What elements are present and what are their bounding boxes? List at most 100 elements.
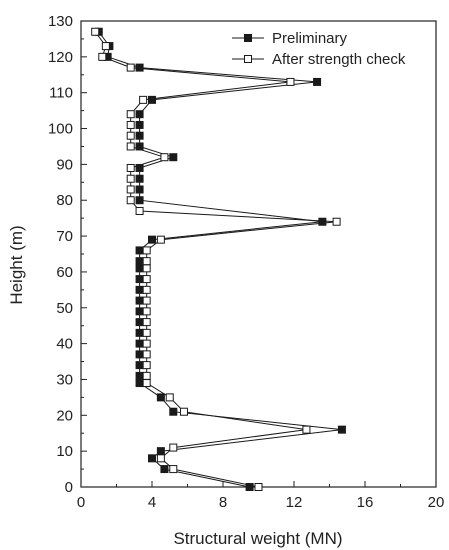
data-point xyxy=(135,110,144,119)
data-point xyxy=(148,235,156,244)
data-point xyxy=(135,246,144,255)
y-tick-label: 0 xyxy=(65,479,73,496)
series-layer xyxy=(91,27,346,491)
y-tick-label: 120 xyxy=(48,49,73,66)
data-point xyxy=(165,393,174,402)
y-tick-label: 60 xyxy=(56,264,73,281)
data-point xyxy=(142,339,151,348)
data-point xyxy=(135,285,144,294)
legend-label: Preliminary xyxy=(272,30,348,47)
data-point xyxy=(142,296,151,305)
data-point xyxy=(142,328,151,337)
data-point xyxy=(126,63,135,72)
data-point xyxy=(142,318,151,327)
data-point xyxy=(135,174,144,183)
data-point xyxy=(160,153,169,162)
series-line xyxy=(94,31,337,488)
series-line xyxy=(98,31,342,488)
data-point xyxy=(245,483,254,491)
data-point xyxy=(156,393,165,402)
data-point xyxy=(254,483,263,491)
data-point xyxy=(126,163,135,172)
data-point xyxy=(148,454,156,463)
data-point xyxy=(142,257,151,266)
plot-axes: 0 4 8 12 16 20 0 10 20 30 40 50 60 70 80 90 100 110 120 130 xyxy=(48,13,444,511)
data-point xyxy=(139,95,148,104)
data-point xyxy=(126,120,135,129)
data-point xyxy=(126,131,135,140)
data-point xyxy=(126,185,135,194)
data-point xyxy=(91,27,100,36)
data-point xyxy=(142,350,151,359)
y-tick-label: 100 xyxy=(48,121,73,138)
data-point xyxy=(135,379,144,388)
data-point xyxy=(142,379,151,388)
data-point xyxy=(142,285,151,294)
series-0 xyxy=(94,27,346,491)
data-point xyxy=(142,275,151,284)
x-tick-label: 4 xyxy=(148,494,156,511)
data-point xyxy=(126,110,135,119)
data-point xyxy=(142,371,151,380)
y-axis-label: Height (m) xyxy=(7,225,26,304)
data-point xyxy=(126,196,135,205)
data-point xyxy=(135,296,144,305)
data-point xyxy=(135,307,144,316)
data-point xyxy=(101,42,110,51)
data-point xyxy=(179,407,188,416)
data-point xyxy=(156,235,165,244)
data-point xyxy=(135,120,144,129)
data-point xyxy=(135,361,144,370)
data-point xyxy=(135,339,144,348)
data-point xyxy=(156,447,165,456)
y-tick-label: 30 xyxy=(56,371,73,388)
x-tick-label: 16 xyxy=(357,494,374,511)
y-tick-label: 70 xyxy=(56,228,73,245)
data-point xyxy=(135,318,144,327)
x-axis-label: Structural weight (MN) xyxy=(173,529,342,548)
data-point xyxy=(142,361,151,370)
data-point xyxy=(142,264,151,273)
data-point xyxy=(169,407,178,416)
y-tick-label: 50 xyxy=(56,300,73,317)
data-point xyxy=(318,217,327,226)
legend: Preliminary After strength check xyxy=(232,30,406,68)
x-tick-label: 20 xyxy=(428,494,445,511)
data-point xyxy=(148,95,156,104)
data-point xyxy=(156,454,165,463)
data-point xyxy=(98,52,107,61)
x-tick-label: 8 xyxy=(219,494,227,511)
y-tick-label: 90 xyxy=(56,156,73,173)
data-point xyxy=(135,142,144,151)
data-point xyxy=(332,217,341,226)
x-tick-label: 0 xyxy=(77,494,85,511)
x-tick-label: 12 xyxy=(286,494,303,511)
data-point xyxy=(169,443,178,452)
data-point xyxy=(142,307,151,316)
y-tick-label: 40 xyxy=(56,336,73,353)
data-point xyxy=(313,77,322,86)
plot-frame xyxy=(80,20,437,488)
y-tick-label: 80 xyxy=(56,192,73,209)
data-point xyxy=(135,185,144,194)
data-point xyxy=(135,350,144,359)
data-point xyxy=(135,206,144,215)
y-tick-label: 110 xyxy=(49,85,73,102)
data-point xyxy=(160,465,169,474)
y-tick-label: 20 xyxy=(56,407,73,424)
data-point xyxy=(135,257,144,266)
data-point xyxy=(302,425,311,434)
y-tick-label: 10 xyxy=(56,443,73,460)
y-tick-label: 130 xyxy=(48,13,73,30)
data-point xyxy=(286,77,295,86)
data-point xyxy=(169,153,178,162)
legend-marker xyxy=(244,55,252,63)
data-point xyxy=(169,465,178,474)
legend-label: After strength check xyxy=(272,51,406,68)
series-1 xyxy=(91,27,341,491)
data-point xyxy=(135,264,144,273)
data-point xyxy=(126,174,135,183)
data-point xyxy=(135,131,144,140)
legend-marker xyxy=(244,34,252,42)
